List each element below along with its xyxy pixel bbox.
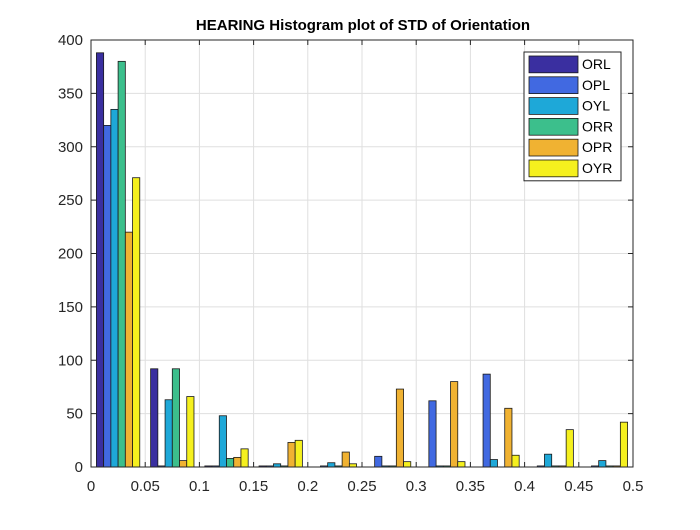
axes-layer: 0 0.05 0.1 0.15 0.2 0.25 0.3 0.35 0.4 0.45 0.5 0 50 1…: [58, 32, 643, 495]
legend-label-orr: ORR: [582, 118, 613, 134]
chart-title: HEARING Histogram plot of STD of Orienta…: [196, 17, 530, 34]
bar-orl: [150, 368, 159, 468]
x-tick-label: 0.4: [514, 478, 535, 495]
legend-swatch-oyl: [528, 97, 579, 115]
legend-swatch-oyr: [528, 159, 579, 178]
bar-orr: [226, 458, 235, 468]
bar-opr: [233, 456, 242, 468]
legend-swatch-opr: [528, 138, 579, 157]
bar-oyr: [565, 429, 574, 468]
x-tick-label: 0.5: [623, 478, 644, 495]
bar-opl: [482, 373, 491, 468]
x-tick-label: 0.15: [239, 478, 268, 495]
bar-opr: [395, 388, 404, 468]
legend-label-opr: OPR: [582, 139, 612, 155]
bar-oyr: [511, 454, 520, 468]
x-tick-label: 0.05: [131, 478, 160, 495]
bar-opr: [450, 381, 459, 468]
bar-opr: [341, 451, 350, 468]
x-tick-label: 0: [87, 478, 95, 495]
y-tick-label: 0: [75, 459, 83, 476]
y-tick-label: 200: [58, 246, 83, 263]
bar-oyl: [327, 462, 336, 468]
legend-label-orl: ORL: [582, 56, 611, 72]
bar-oyl: [598, 460, 607, 468]
bar-oyl: [164, 399, 173, 468]
bar-orr: [171, 368, 180, 468]
y-tick-label: 350: [58, 85, 83, 102]
bar-oyl: [110, 108, 119, 468]
x-tick-label: 0.35: [456, 478, 485, 495]
x-tick-label: 0.3: [406, 478, 427, 495]
bar-opl: [374, 455, 383, 468]
bar-oyl: [489, 459, 498, 468]
bar-oyr: [186, 396, 195, 468]
legend-swatch-orl: [528, 55, 579, 74]
bar-opr: [124, 231, 133, 468]
bar-oyr: [294, 439, 303, 468]
bar-opl: [103, 125, 112, 468]
y-tick-label: 150: [58, 299, 83, 316]
y-tick-label: 50: [66, 406, 83, 423]
legend-label-oyl: OYL: [582, 98, 610, 114]
bar-opr: [504, 407, 513, 468]
x-tick-label: 0.45: [564, 478, 593, 495]
bar-oyl: [218, 415, 227, 468]
y-tick-label: 400: [58, 32, 83, 49]
bar-oyr: [619, 421, 628, 468]
bar-opr: [179, 460, 188, 468]
legend: ORL OPL OYL ORR OPR OYR: [523, 51, 622, 182]
bar-oyr: [457, 461, 466, 468]
bar-oyr: [240, 448, 249, 468]
y-tick-label: 300: [58, 139, 83, 156]
legend-swatch-orr: [528, 118, 579, 136]
y-tick-label: 100: [58, 352, 83, 369]
x-tick-label: 0.1: [189, 478, 210, 495]
bar-opl: [428, 400, 437, 468]
x-tick-label: 0.25: [347, 478, 376, 495]
bar-orl: [96, 52, 105, 468]
x-tick-label: 0.2: [297, 478, 318, 495]
legend-label-oyr: OYR: [582, 160, 612, 176]
bar-oyr: [132, 177, 141, 468]
bar-oyl: [544, 453, 553, 468]
legend-box: [523, 51, 622, 182]
bar-oyr: [403, 461, 412, 468]
legend-label-opl: OPL: [582, 77, 610, 93]
bar-opr: [287, 442, 296, 468]
y-tick-label: 250: [58, 192, 83, 209]
legend-swatch-opl: [528, 76, 579, 95]
bar-orr: [117, 60, 126, 468]
